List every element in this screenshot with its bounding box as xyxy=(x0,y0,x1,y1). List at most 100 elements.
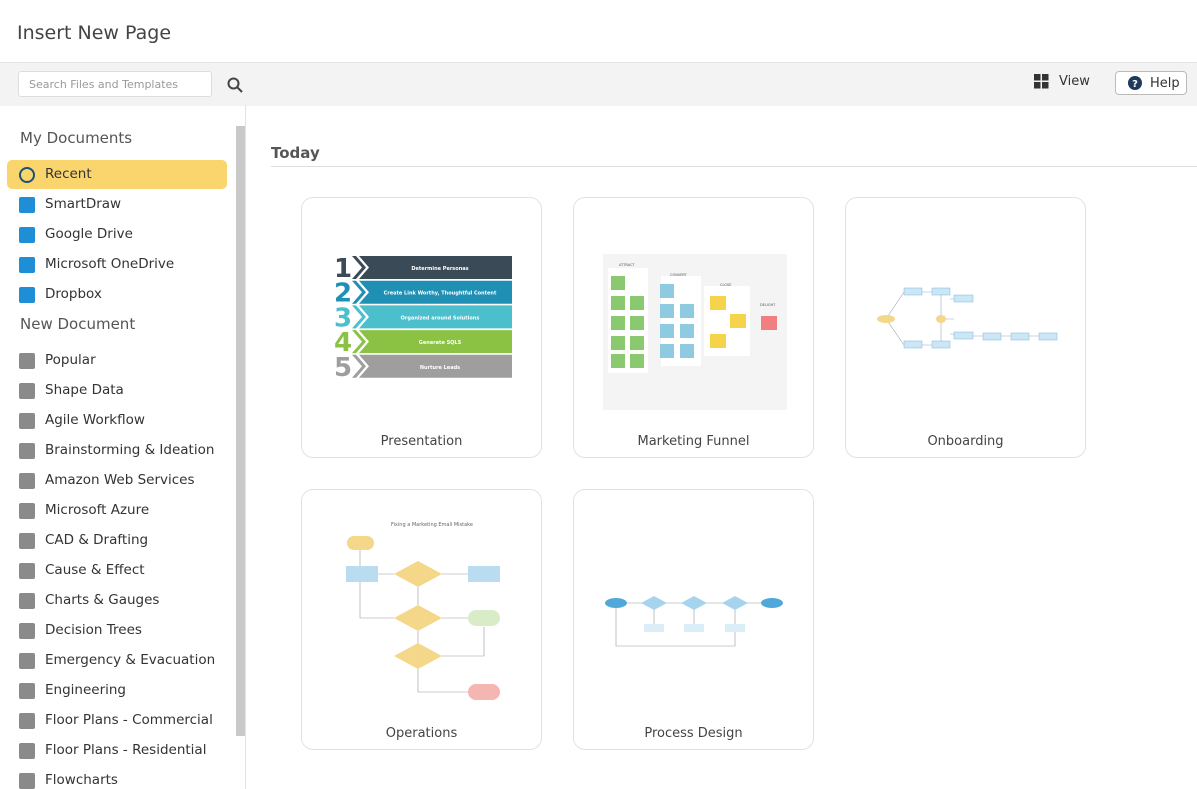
search-input[interactable]: Search Files and Templates xyxy=(18,71,212,97)
step-arrow xyxy=(352,305,366,329)
item-label: Popular xyxy=(45,352,96,368)
item-label: Amazon Web Services xyxy=(45,472,195,488)
item-icon xyxy=(19,257,35,273)
item-icon xyxy=(19,653,35,669)
step-text: Create Link Worthy, Thoughtful Content xyxy=(384,291,497,297)
step-bar xyxy=(359,280,512,304)
card-label: Onboarding xyxy=(927,434,1004,449)
item-label: Recent xyxy=(45,166,92,182)
item-label: Emergency & Evacuation xyxy=(45,652,216,668)
step-number: 5 xyxy=(334,353,352,383)
template-card[interactable]: 1 Determine Personas 2 Create Link Worthy, … xyxy=(301,197,542,458)
sidebar-item[interactable]: Agile Workflow xyxy=(7,406,227,435)
sidebar-item[interactable]: Microsoft OneDrive xyxy=(7,250,227,279)
page-title: Insert New Page xyxy=(17,22,172,44)
column-heading: CLOSE xyxy=(720,283,731,287)
sidebar-item[interactable]: Floor Plans - Commercial xyxy=(7,706,227,735)
step-arrow xyxy=(352,330,366,354)
item-icon xyxy=(19,473,35,489)
toolbar: Search Files and Templates View ? Help xyxy=(0,62,1197,106)
item-icon xyxy=(19,167,35,183)
sidebar-item[interactable]: Floor Plans - Residential xyxy=(7,736,227,765)
sidebar-item[interactable]: Google Drive xyxy=(7,220,227,249)
item-label: Floor Plans - Commercial xyxy=(45,712,213,728)
item-icon xyxy=(19,197,35,213)
sidebar-item[interactable]: Flowcharts xyxy=(7,766,227,789)
scrollbar[interactable] xyxy=(236,126,245,736)
item-label: Cause & Effect xyxy=(45,562,145,578)
sidebar-item[interactable]: Brainstorming & Ideation xyxy=(7,436,227,465)
item-icon xyxy=(19,287,35,303)
step-bar xyxy=(359,354,512,378)
item-icon xyxy=(19,413,35,429)
sidebar-item[interactable]: Engineering xyxy=(7,676,227,705)
section-heading: New Document xyxy=(20,315,136,333)
thumbnail-title: Fixing a Marketing Email Mistake xyxy=(391,522,473,528)
step-number: 4 xyxy=(334,328,352,358)
step-bar xyxy=(359,256,512,279)
item-icon xyxy=(19,353,35,369)
item-label: Agile Workflow xyxy=(45,412,145,428)
sidebar-item[interactable]: CAD & Drafting xyxy=(7,526,227,555)
item-label: Brainstorming & Ideation xyxy=(45,442,215,458)
step-text: Determine Personas xyxy=(411,266,468,272)
step-number: 1 xyxy=(334,254,352,284)
section-heading: Today xyxy=(271,144,320,162)
thumbnail: Fixing a Marketing Email Mistake xyxy=(346,522,500,700)
step-bar xyxy=(359,330,512,354)
item-icon xyxy=(19,683,35,699)
sidebar-item[interactable]: Microsoft Azure xyxy=(7,496,227,525)
help-button[interactable]: ? Help xyxy=(1115,71,1187,95)
item-label: Microsoft OneDrive xyxy=(45,256,175,272)
item-label: Microsoft Azure xyxy=(45,502,150,518)
help-label: Help xyxy=(1150,76,1180,91)
sidebar-item[interactable]: Popular xyxy=(7,346,227,375)
sidebar-item[interactable]: Decision Trees xyxy=(7,616,227,645)
item-icon xyxy=(19,227,35,243)
step-number: 2 xyxy=(334,279,352,309)
item-icon xyxy=(19,623,35,639)
sidebar-item[interactable]: Amazon Web Services xyxy=(7,466,227,495)
sidebar-item[interactable]: Cause & Effect xyxy=(7,556,227,585)
sidebar-item[interactable]: Dropbox xyxy=(7,280,227,309)
sidebar-item[interactable]: Charts & Gauges xyxy=(7,586,227,615)
item-label: Decision Trees xyxy=(45,622,142,638)
item-label: SmartDraw xyxy=(45,196,122,212)
item-label: CAD & Drafting xyxy=(45,532,149,548)
item-icon xyxy=(19,503,35,519)
column-heading: DELIGHT xyxy=(760,303,776,307)
step-text: Generate SQLS xyxy=(419,340,462,346)
item-icon xyxy=(19,773,35,789)
card-label: Operations xyxy=(385,726,458,741)
thumbnail: 1 Determine Personas 2 Create Link Worthy, … xyxy=(334,254,512,383)
item-icon xyxy=(19,593,35,609)
card-label: Marketing Funnel xyxy=(637,434,750,449)
item-label: Flowcharts xyxy=(45,772,118,788)
item-icon xyxy=(19,743,35,759)
sidebar-item[interactable]: SmartDraw xyxy=(7,190,227,219)
item-icon xyxy=(19,563,35,579)
template-card[interactable]: Process Design xyxy=(573,489,814,750)
card-label: Process Design xyxy=(644,726,743,741)
sidebar-item[interactable]: Emergency & Evacuation xyxy=(7,646,227,675)
item-icon xyxy=(19,443,35,459)
step-text: Organized around Solutions xyxy=(401,315,480,321)
search-icon[interactable] xyxy=(227,77,243,93)
section-heading: My Documents xyxy=(20,129,133,147)
template-card[interactable]: Onboarding xyxy=(845,197,1086,458)
item-label: Floor Plans - Residential xyxy=(45,742,207,758)
template-card[interactable]: ATTRACT CONVERT CLOSE DELIGHT Marketing Fun… xyxy=(573,197,814,458)
item-icon xyxy=(19,533,35,549)
step-number: 3 xyxy=(334,303,352,333)
sidebar-item[interactable]: Shape Data xyxy=(7,376,227,405)
svg-text:?: ? xyxy=(1132,79,1138,90)
step-bar xyxy=(359,305,512,329)
view-button[interactable]: View xyxy=(1059,74,1090,89)
view-icon[interactable] xyxy=(1034,74,1049,89)
item-label: Charts & Gauges xyxy=(45,592,160,608)
template-card[interactable]: Fixing a Marketing Email Mistake Operati… xyxy=(301,489,542,750)
step-text: Nurture Leads xyxy=(420,365,460,371)
sidebar-item[interactable]: Recent xyxy=(7,160,227,189)
column-heading: ATTRACT xyxy=(619,263,635,267)
